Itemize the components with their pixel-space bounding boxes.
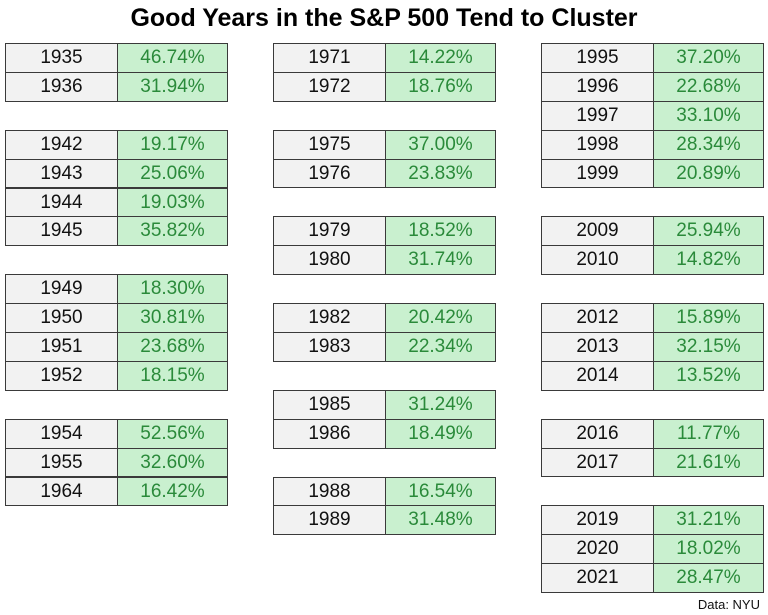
- return-cell: 19.03%: [117, 187, 228, 218]
- return-cell: 22.34%: [385, 332, 496, 362]
- year-cell: 1943: [5, 158, 118, 189]
- year-cell: 1955: [5, 447, 118, 478]
- return-cell: 16.54%: [385, 476, 496, 507]
- year-cell: 1935: [5, 43, 118, 73]
- return-cell: 14.22%: [385, 43, 496, 73]
- return-cell: 25.06%: [117, 158, 228, 189]
- year-cell: 1980: [273, 245, 386, 276]
- year-cell: 1986: [273, 418, 386, 449]
- year-cell: 2009: [541, 216, 654, 247]
- return-cell: 13.52%: [653, 360, 764, 391]
- return-cell: 28.34%: [653, 129, 764, 160]
- return-cell: 28.47%: [653, 563, 764, 594]
- year-cell: 2021: [541, 563, 654, 594]
- return-cell: 31.24%: [385, 389, 496, 420]
- year-cell: 1998: [541, 129, 654, 160]
- year-cell: 1950: [5, 303, 118, 333]
- year-cell: 1954: [5, 418, 118, 449]
- return-cell: 32.15%: [653, 332, 764, 362]
- return-cell: 46.74%: [117, 43, 228, 73]
- year-cell: 1982: [273, 303, 386, 333]
- return-cell: 33.10%: [653, 100, 764, 131]
- return-cell: 18.76%: [385, 71, 496, 102]
- return-cell: 30.81%: [117, 303, 228, 333]
- year-cell: 2020: [541, 534, 654, 565]
- year-cell: 1989: [273, 505, 386, 536]
- return-cell: 31.48%: [385, 505, 496, 536]
- year-cell: 1996: [541, 71, 654, 102]
- return-cell: 11.77%: [653, 418, 764, 449]
- return-cell: 23.83%: [385, 158, 496, 189]
- year-cell: 1983: [273, 332, 386, 362]
- source-note: Data: NYU: [697, 597, 760, 612]
- year-cell: 2017: [541, 447, 654, 478]
- return-cell: 35.82%: [117, 216, 228, 247]
- year-cell: 1979: [273, 216, 386, 247]
- return-cell: 15.89%: [653, 303, 764, 333]
- return-cell: 23.68%: [117, 332, 228, 362]
- return-cell: 31.21%: [653, 505, 764, 536]
- year-cell: 2014: [541, 360, 654, 391]
- year-cell: 2019: [541, 505, 654, 536]
- year-cell: 1999: [541, 158, 654, 189]
- return-cell: 18.49%: [385, 418, 496, 449]
- return-cell: 14.82%: [653, 245, 764, 276]
- return-cell: 52.56%: [117, 418, 228, 449]
- title: Good Years in the S&P 500 Tend to Cluste…: [130, 4, 638, 32]
- return-cell: 32.60%: [117, 447, 228, 478]
- year-cell: 1976: [273, 158, 386, 189]
- year-cell: 1944: [5, 187, 118, 218]
- year-cell: 1964: [5, 476, 118, 507]
- return-cell: 18.02%: [653, 534, 764, 565]
- year-cell: 1942: [5, 129, 118, 160]
- return-cell: 16.42%: [117, 476, 228, 507]
- year-cell: 2013: [541, 332, 654, 362]
- return-cell: 37.20%: [653, 43, 764, 73]
- year-cell: 1972: [273, 71, 386, 102]
- year-cell: 1949: [5, 274, 118, 305]
- return-cell: 31.94%: [117, 71, 228, 102]
- return-cell: 18.52%: [385, 216, 496, 247]
- return-cell: 22.68%: [653, 71, 764, 102]
- return-cell: 21.61%: [653, 447, 764, 478]
- year-cell: 2010: [541, 245, 654, 276]
- year-cell: 1945: [5, 216, 118, 247]
- year-cell: 2012: [541, 303, 654, 333]
- year-cell: 1952: [5, 360, 118, 391]
- return-cell: 20.42%: [385, 303, 496, 333]
- year-cell: 1988: [273, 476, 386, 507]
- return-cell: 19.17%: [117, 129, 228, 160]
- return-cell: 37.00%: [385, 129, 496, 160]
- return-cell: 20.89%: [653, 158, 764, 189]
- year-cell: 1985: [273, 389, 386, 420]
- return-cell: 25.94%: [653, 216, 764, 247]
- year-cell: 1995: [541, 43, 654, 73]
- year-cell: 1975: [273, 129, 386, 160]
- return-cell: 31.74%: [385, 245, 496, 276]
- year-cell: 1971: [273, 43, 386, 73]
- year-cell: 1951: [5, 332, 118, 362]
- year-cell: 1997: [541, 100, 654, 131]
- year-cell: 2016: [541, 418, 654, 449]
- return-cell: 18.15%: [117, 360, 228, 391]
- year-cell: 1936: [5, 71, 118, 102]
- return-cell: 18.30%: [117, 274, 228, 305]
